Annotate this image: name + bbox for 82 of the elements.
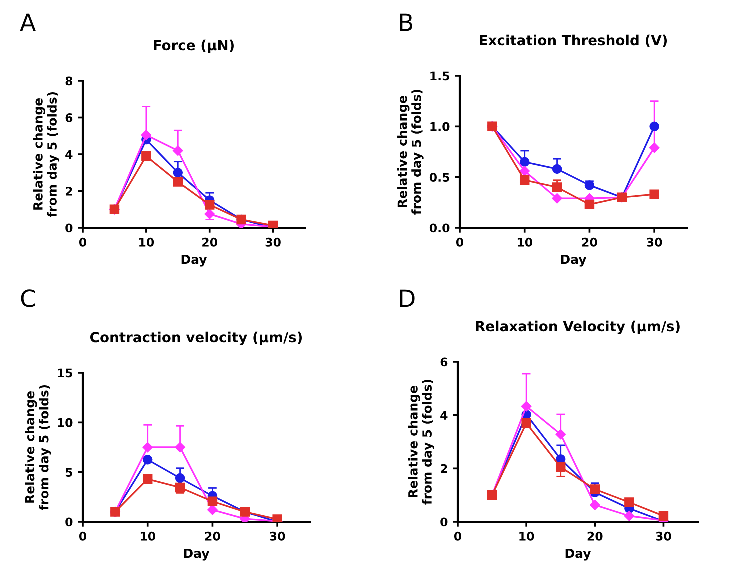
point: [556, 462, 566, 472]
point: [584, 180, 595, 190]
x-tick-label: 10: [520, 532, 534, 541]
x-tick-label: 30: [647, 238, 662, 247]
y-tick-label: 6: [440, 358, 448, 367]
point: [142, 455, 153, 465]
point: [658, 511, 669, 521]
y-axis-title: Relative change from day 5 (folds): [408, 380, 435, 505]
y-tick-label: 0: [66, 224, 73, 233]
point: [173, 177, 184, 187]
point: [142, 151, 152, 162]
y-axis-title: Relative change from day 5 (folds): [25, 385, 52, 510]
text: C: [21, 290, 36, 308]
point: [584, 200, 595, 210]
point: [141, 130, 152, 140]
y-tick-label: 10: [58, 418, 73, 428]
x-tick-label: 0: [454, 532, 462, 541]
point: [175, 442, 186, 453]
y-tick-label: 2: [440, 464, 448, 474]
y-tick-label: 0.5: [430, 173, 450, 182]
x-tick-label: 0: [79, 238, 87, 247]
point: [649, 142, 660, 154]
point: [522, 418, 532, 428]
point: [552, 182, 562, 192]
text: D: [400, 290, 415, 308]
y-tick-label: 0.0: [430, 224, 450, 233]
y-tick-label: 4: [66, 150, 73, 159]
point: [173, 168, 184, 178]
point: [552, 164, 562, 174]
point: [520, 157, 530, 167]
y-tick-label: 15: [58, 368, 72, 378]
x-axis-title: Day: [561, 254, 587, 267]
x-axis-title: Day: [566, 548, 592, 561]
x-tick-label: 10: [140, 532, 156, 541]
y-tick-label: 2: [66, 186, 72, 196]
y-axis-title: Relative change from day 5 (folds): [33, 92, 60, 218]
text: A: [20, 14, 36, 32]
point: [142, 442, 153, 453]
chart-title: Force (µN): [154, 40, 234, 54]
point: [175, 473, 186, 484]
x-tick-label: 20: [202, 238, 218, 247]
x-tick-label: 30: [656, 532, 672, 541]
x-tick-label: 30: [266, 238, 281, 247]
y-tick-label: 0: [66, 518, 73, 527]
x-tick-label: 30: [270, 532, 286, 541]
y-tick-label: 5: [66, 468, 72, 477]
point: [175, 482, 186, 493]
x-tick-label: 10: [518, 238, 533, 247]
x-tick-label: 10: [140, 238, 154, 247]
x-tick-label: 0: [456, 238, 464, 247]
text: B: [400, 14, 413, 32]
y-tick-label: 1.5: [430, 72, 450, 81]
x-axis-title: Day: [184, 548, 210, 561]
x-tick-label: 20: [588, 532, 603, 541]
y-tick-label: 8: [66, 76, 73, 86]
point: [624, 498, 634, 508]
y-tick-label: 4: [440, 411, 448, 420]
point: [520, 166, 530, 176]
x-tick-label: 0: [79, 532, 87, 541]
y-axis-title: Relative change from day 5 (folds): [398, 90, 424, 215]
point: [650, 122, 660, 132]
point: [590, 500, 600, 510]
x-tick-label: 20: [205, 532, 220, 541]
chart-title: Relaxation Velocity (µm/s): [476, 320, 680, 334]
x-tick-label: 20: [582, 238, 598, 247]
point: [204, 209, 215, 220]
chart-title: Contraction velocity (µm/s): [90, 332, 302, 346]
x-axis-title: Day: [182, 254, 208, 267]
point: [142, 474, 153, 484]
point: [624, 511, 635, 522]
point: [556, 429, 566, 440]
point: [521, 401, 532, 412]
point: [650, 190, 660, 200]
point: [520, 176, 530, 186]
y-tick-label: 0: [440, 518, 448, 527]
y-tick-label: 6: [66, 113, 73, 122]
chart-title: Excitation Threshold (V): [480, 34, 668, 48]
y-tick-label: 1.0: [430, 122, 450, 132]
point: [173, 146, 184, 156]
point: [204, 200, 215, 210]
point: [552, 194, 562, 204]
point: [208, 496, 218, 506]
